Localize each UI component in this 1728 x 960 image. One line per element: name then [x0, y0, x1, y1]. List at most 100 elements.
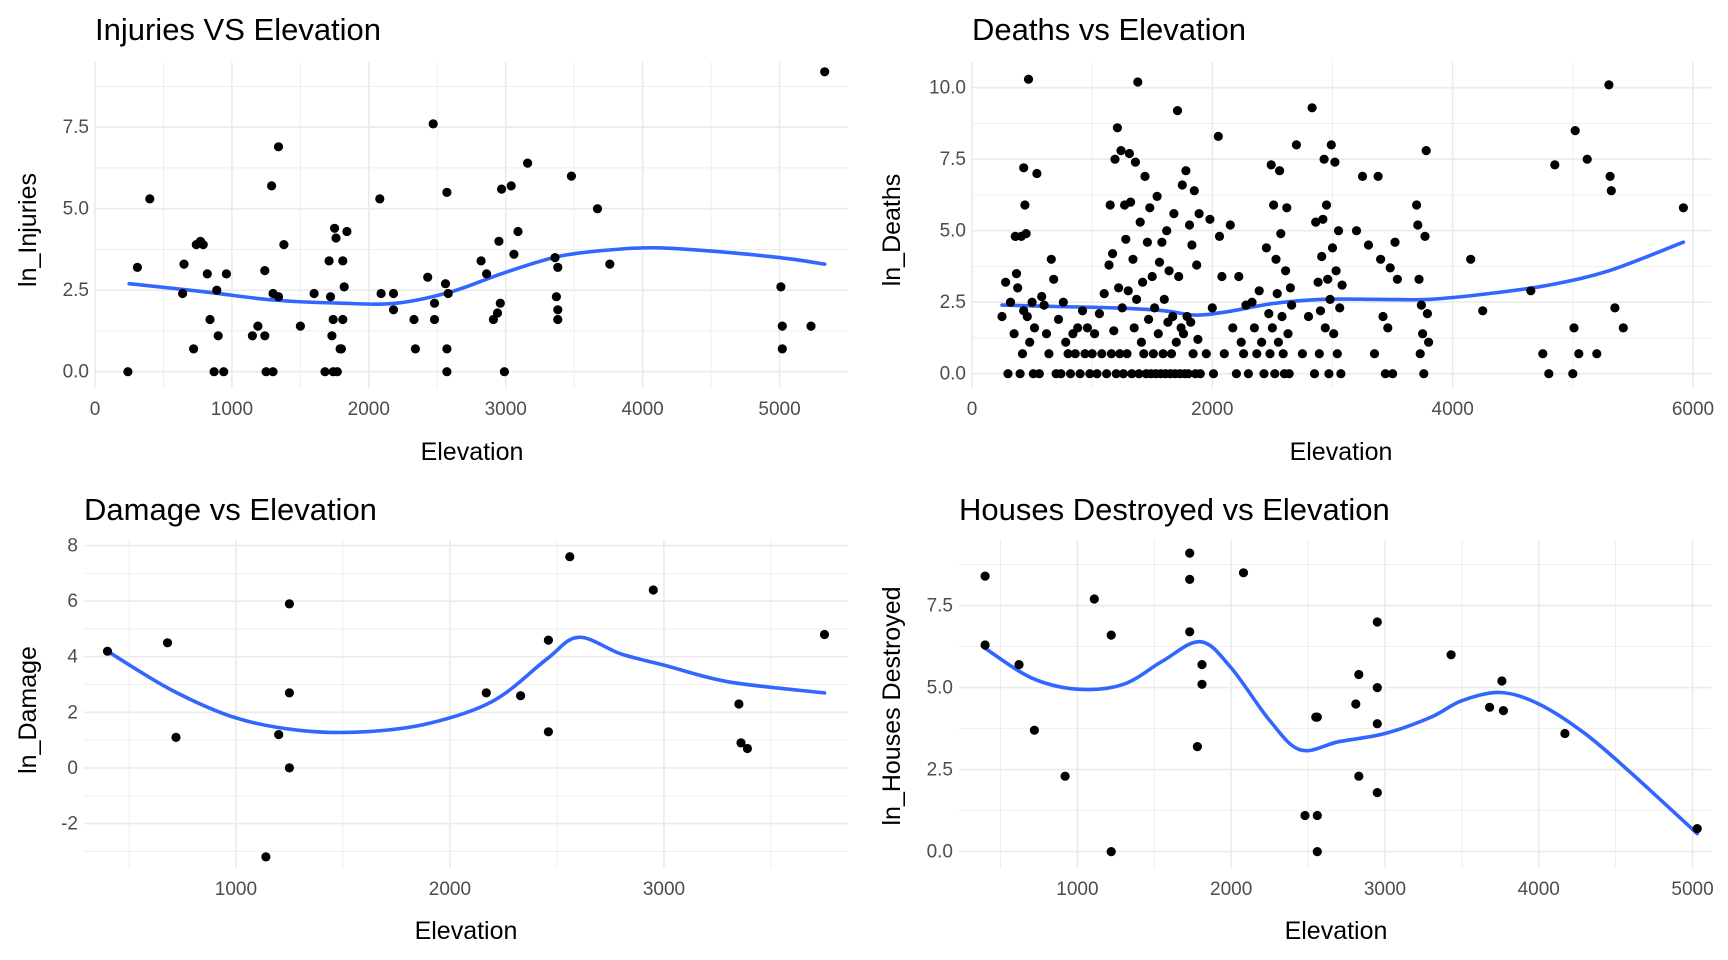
- data-point: [1485, 702, 1495, 712]
- data-point: [1285, 283, 1295, 293]
- data-point: [1336, 369, 1346, 379]
- data-point: [388, 305, 399, 315]
- y-tick-label: 6: [67, 591, 78, 612]
- data-point: [1544, 369, 1554, 379]
- x-tick-label: 2000: [348, 399, 390, 420]
- data-point: [1162, 226, 1172, 236]
- data-point: [1278, 349, 1288, 359]
- data-point: [1111, 369, 1121, 379]
- data-point: [1372, 788, 1382, 798]
- data-point: [1247, 297, 1257, 307]
- data-point: [429, 298, 440, 308]
- data-point: [1326, 140, 1336, 150]
- data-point: [1390, 237, 1400, 247]
- data-point: [1281, 266, 1291, 276]
- data-point: [1416, 300, 1426, 310]
- data-point: [1132, 294, 1142, 304]
- data-point: [1157, 237, 1167, 247]
- data-point: [1133, 77, 1143, 87]
- data-point: [1319, 154, 1329, 164]
- y-tick-label: 0.0: [927, 842, 953, 863]
- data-point: [1130, 157, 1140, 167]
- panel-houses-destroyed: 1000 2000 3000 4000 5000 0.0 2.5 5.0 7.5 Houses …: [878, 492, 1714, 945]
- data-point: [429, 314, 440, 325]
- data-point: [1063, 349, 1073, 359]
- data-point: [1363, 240, 1374, 250]
- data-point: [1335, 303, 1345, 313]
- data-point: [1178, 329, 1189, 339]
- data-point: [1357, 171, 1368, 181]
- data-point: [1383, 323, 1393, 333]
- y-axis-label: ln_Injuries: [14, 173, 42, 287]
- data-point: [820, 67, 830, 77]
- data-point: [1419, 369, 1429, 379]
- data-point: [309, 288, 319, 299]
- data-point: [1192, 742, 1202, 752]
- data-point: [1372, 683, 1382, 693]
- data-point: [332, 367, 342, 377]
- x-tick-label: 1000: [211, 399, 253, 420]
- data-point: [1257, 337, 1267, 347]
- data-point: [342, 226, 352, 237]
- data-point: [1177, 180, 1187, 190]
- data-point: [1187, 240, 1197, 250]
- data-point: [1261, 243, 1271, 253]
- data-point: [1231, 369, 1241, 379]
- data-point: [513, 226, 523, 237]
- data-point: [1309, 369, 1320, 379]
- data-point: [1082, 323, 1092, 333]
- data-point: [553, 262, 563, 272]
- data-point: [1185, 627, 1195, 637]
- data-point: [1225, 220, 1235, 230]
- data-point: [1376, 254, 1386, 264]
- data-point: [1234, 271, 1244, 282]
- x-tick-label: 6000: [1672, 399, 1714, 420]
- data-point: [492, 308, 503, 318]
- x-tick-label: 5000: [1671, 879, 1713, 900]
- data-point: [997, 311, 1007, 322]
- y-tick-label: 7.5: [927, 596, 953, 617]
- y-tick-label: 5.0: [63, 199, 89, 220]
- x-axis-label: Elevation: [1290, 438, 1393, 466]
- data-point: [1324, 369, 1334, 379]
- data-point: [1142, 237, 1152, 247]
- data-point: [1329, 329, 1339, 339]
- data-point: [198, 240, 208, 250]
- data-point: [1116, 146, 1126, 156]
- x-tick-label: 1000: [1056, 879, 1098, 900]
- data-point: [279, 240, 289, 250]
- data-point: [1414, 274, 1424, 284]
- data-point: [1582, 154, 1592, 164]
- data-point: [1205, 214, 1215, 224]
- data-point: [1184, 220, 1195, 230]
- data-point: [324, 256, 334, 266]
- smooth-trend-line: [1000, 240, 1686, 317]
- data-point: [1327, 243, 1338, 253]
- data-point: [1195, 369, 1205, 379]
- data-point: [1332, 349, 1342, 359]
- data-point: [1351, 699, 1361, 709]
- smooth-trend-line: [127, 245, 827, 306]
- x-tick-label: 0: [967, 399, 978, 420]
- x-tick-label: 2000: [429, 879, 471, 900]
- data-point: [1089, 594, 1099, 604]
- data-point: [1421, 146, 1431, 156]
- data-point: [273, 142, 284, 152]
- x-tick-label: 2000: [1191, 399, 1233, 420]
- data-point: [1039, 300, 1049, 310]
- data-point: [1014, 660, 1024, 670]
- data-point: [550, 253, 560, 263]
- data-point: [1208, 369, 1219, 379]
- x-axis-label: Elevation: [1285, 917, 1388, 945]
- data-point: [1498, 706, 1508, 716]
- data-point: [1172, 106, 1183, 116]
- data-point: [1249, 323, 1259, 333]
- data-point: [1029, 725, 1039, 735]
- data-point: [1604, 80, 1614, 90]
- data-point: [1186, 317, 1196, 327]
- data-point: [1009, 329, 1019, 339]
- data-point: [1385, 263, 1395, 273]
- x-tick-label: 4000: [621, 399, 663, 420]
- data-point: [1065, 369, 1076, 379]
